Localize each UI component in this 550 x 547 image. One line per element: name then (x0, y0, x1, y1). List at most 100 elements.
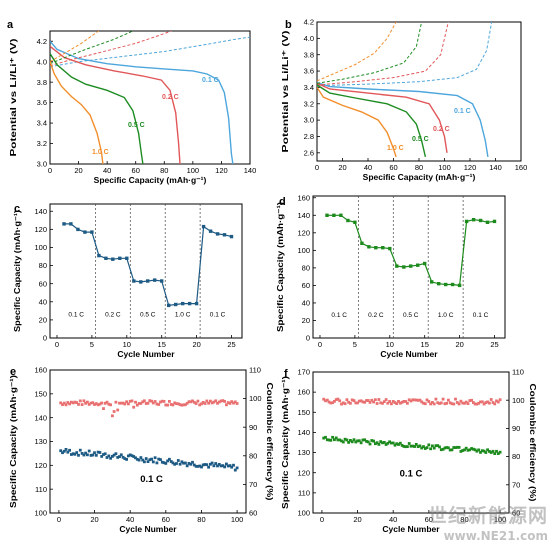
efficiency-point (333, 400, 336, 403)
capacity-point (114, 452, 118, 456)
y-tick-label: 60 (39, 279, 47, 288)
efficiency-point (423, 402, 427, 406)
capacity-marker (104, 256, 108, 260)
capacity-marker (187, 301, 192, 306)
capacity-marker (430, 280, 434, 284)
efficiency-point (116, 408, 120, 412)
efficiency-point (59, 401, 63, 405)
capacity-point (397, 443, 400, 446)
capacity-point (455, 445, 459, 449)
efficiency-point (123, 402, 127, 406)
watermark-line-2: www.NE21.com (443, 529, 548, 543)
efficiency-point (356, 401, 359, 405)
efficiency-point (62, 401, 66, 405)
y2-tick-label: 80 (512, 452, 520, 461)
y2-tick-label: 90 (512, 424, 520, 433)
x-tick-label: 100 (438, 163, 451, 172)
capacity-point (162, 461, 166, 465)
capacity-marker (437, 282, 441, 286)
capacity-point (66, 450, 70, 454)
efficiency-point (409, 399, 413, 403)
capacity-point (168, 457, 171, 461)
y-tick-label: 150 (297, 408, 310, 417)
capacity-point (219, 464, 223, 468)
efficiency-point (121, 401, 125, 405)
efficiency-point (205, 399, 209, 403)
capacity-point (109, 456, 112, 460)
y2-tick-label: 60 (512, 509, 520, 518)
capacity-point (216, 464, 219, 468)
capacity-point (207, 465, 210, 469)
y-tick-label: 3.2 (304, 99, 314, 108)
x-axis-title: Specific Capacity (mAh·g⁻¹) (363, 172, 476, 182)
capacity-point (484, 451, 488, 454)
efficiency-point (217, 400, 221, 404)
efficiency-point (397, 400, 400, 403)
rate-annotation: 1.0 C (92, 149, 109, 156)
y-tick-label: 110 (298, 488, 310, 497)
capacity-point (98, 451, 102, 454)
capacity-point (223, 465, 226, 469)
efficiency-point (422, 401, 425, 405)
capacity-point (475, 449, 479, 453)
capacity-line (327, 214, 495, 287)
efficiency-point (329, 401, 333, 405)
efficiency-point (80, 403, 84, 406)
x-tick-label: 120 (215, 166, 228, 175)
capacity-point (187, 462, 191, 465)
charge-curve-10C (50, 31, 99, 63)
capacity-point (363, 438, 367, 442)
x-tick-label: 60 (162, 515, 170, 524)
capacity-marker (139, 280, 143, 284)
efficiency-point (127, 402, 130, 406)
capacity-point (159, 458, 162, 461)
efficiency-point (390, 402, 393, 406)
capacity-point (420, 446, 424, 450)
efficiency-point (176, 402, 180, 406)
capacity-marker (125, 256, 129, 260)
efficiency-point (153, 400, 157, 403)
efficiency-point (151, 401, 155, 405)
efficiency-point (448, 401, 452, 405)
efficiency-point (463, 401, 466, 405)
efficiency-point (372, 400, 375, 404)
capacity-point (434, 444, 438, 448)
efficiency-point (391, 400, 395, 403)
efficiency-point (436, 401, 440, 405)
capacity-marker (423, 261, 427, 266)
capacity-point (379, 440, 383, 443)
rate-label: 0.5 C (403, 312, 419, 319)
y2-tick-label: 100 (249, 394, 262, 403)
y2-tick-label: 70 (512, 480, 520, 489)
y-tick-label: 3.0 (37, 160, 47, 169)
efficiency-point (125, 400, 128, 404)
y-tick-label: 3.8 (304, 50, 314, 59)
efficiency-point (350, 398, 354, 402)
efficiency-point (196, 399, 200, 403)
rate-label: 0.1 C (473, 312, 489, 319)
efficiency-point (157, 403, 161, 406)
x-tick-label: 10 (123, 340, 131, 349)
rate-text: 0.1 C (400, 469, 423, 480)
capacity-point (400, 444, 404, 447)
x-tick-label: 20 (90, 515, 98, 524)
efficiency-point (128, 399, 132, 403)
capacity-point (194, 464, 198, 468)
efficiency-point (98, 402, 102, 406)
y-tick-label: 120 (297, 468, 310, 477)
efficiency-point (384, 398, 388, 401)
y-axis-title: Specific Capacity (mAh·g⁻¹) (8, 375, 18, 508)
capacity-marker (374, 246, 378, 250)
efficiency-point (324, 399, 327, 403)
discharge-curve-05C (50, 53, 144, 164)
efficiency-point (498, 398, 502, 402)
efficiency-point (169, 403, 173, 406)
capacity-point (489, 451, 493, 454)
efficiency-point (219, 399, 223, 403)
efficiency-point (155, 402, 159, 406)
capacity-point (93, 451, 96, 455)
panel-e-frame (49, 369, 247, 514)
capacity-marker (492, 219, 497, 224)
capacity-marker (353, 220, 357, 224)
capacity-marker (194, 301, 199, 306)
